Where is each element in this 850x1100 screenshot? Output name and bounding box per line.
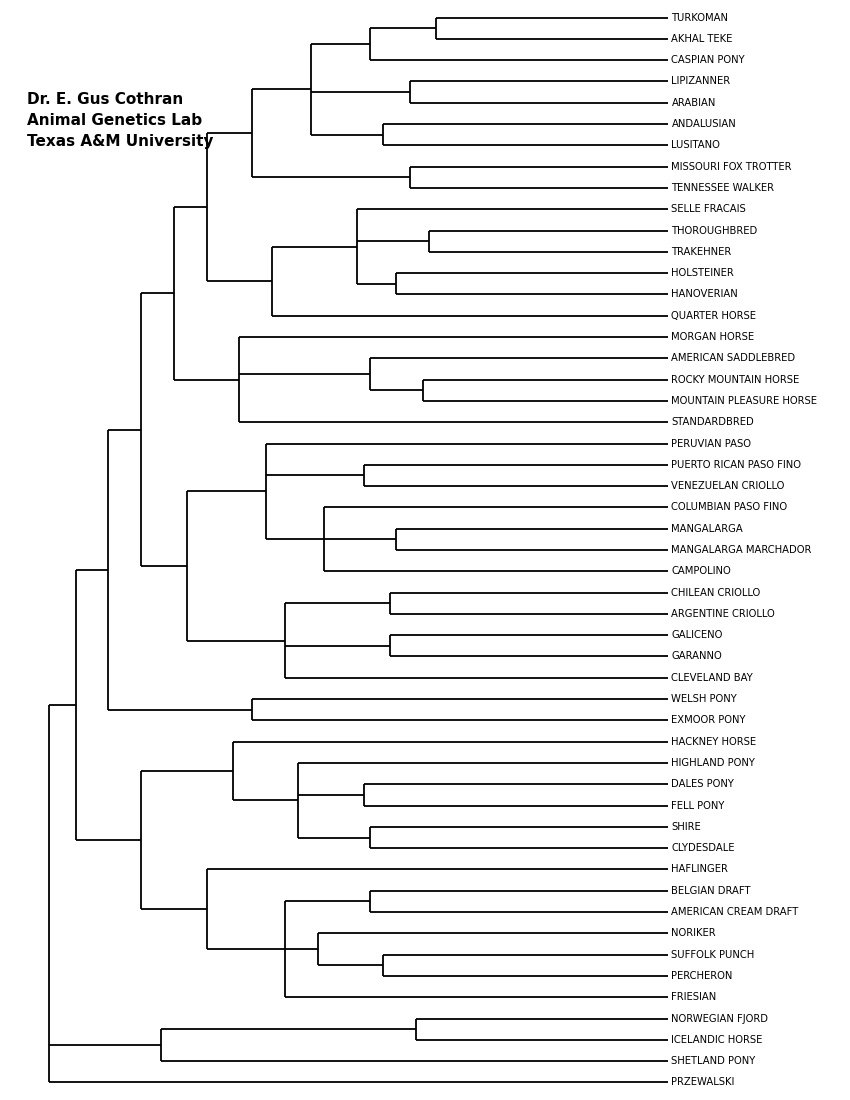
Text: GARANNO: GARANNO [672, 651, 722, 661]
Text: CLEVELAND BAY: CLEVELAND BAY [672, 673, 753, 683]
Text: MANGALARGA: MANGALARGA [672, 524, 743, 534]
Text: PERCHERON: PERCHERON [672, 971, 733, 981]
Text: EXMOOR PONY: EXMOOR PONY [672, 715, 746, 725]
Text: MOUNTAIN PLEASURE HORSE: MOUNTAIN PLEASURE HORSE [672, 396, 818, 406]
Text: HAFLINGER: HAFLINGER [672, 865, 728, 874]
Text: HOLSTEINER: HOLSTEINER [672, 268, 734, 278]
Text: WELSH PONY: WELSH PONY [672, 694, 737, 704]
Text: CLYDESDALE: CLYDESDALE [672, 843, 735, 854]
Text: AKHAL TEKE: AKHAL TEKE [672, 34, 733, 44]
Text: ICELANDIC HORSE: ICELANDIC HORSE [672, 1035, 762, 1045]
Text: AMERICAN SADDLEBRED: AMERICAN SADDLEBRED [672, 353, 796, 363]
Text: Dr. E. Gus Cothran
Animal Genetics Lab
Texas A&M University: Dr. E. Gus Cothran Animal Genetics Lab T… [26, 92, 213, 150]
Text: FRIESIAN: FRIESIAN [672, 992, 717, 1002]
Text: LIPIZANNER: LIPIZANNER [672, 77, 730, 87]
Text: VENEZUELAN CRIOLLO: VENEZUELAN CRIOLLO [672, 481, 785, 491]
Text: COLUMBIAN PASO FINO: COLUMBIAN PASO FINO [672, 503, 788, 513]
Text: CHILEAN CRIOLLO: CHILEAN CRIOLLO [672, 587, 761, 597]
Text: TURKOMAN: TURKOMAN [672, 12, 728, 23]
Text: ANDALUSIAN: ANDALUSIAN [672, 119, 736, 129]
Text: CASPIAN PONY: CASPIAN PONY [672, 55, 745, 65]
Text: CAMPOLINO: CAMPOLINO [672, 566, 731, 576]
Text: HANOVERIAN: HANOVERIAN [672, 289, 738, 299]
Text: NORIKER: NORIKER [672, 928, 716, 938]
Text: PRZEWALSKI: PRZEWALSKI [672, 1077, 734, 1088]
Text: SHETLAND PONY: SHETLAND PONY [672, 1056, 756, 1066]
Text: AMERICAN CREAM DRAFT: AMERICAN CREAM DRAFT [672, 908, 799, 917]
Text: SUFFOLK PUNCH: SUFFOLK PUNCH [672, 949, 755, 959]
Text: ARABIAN: ARABIAN [672, 98, 716, 108]
Text: ROCKY MOUNTAIN HORSE: ROCKY MOUNTAIN HORSE [672, 375, 800, 385]
Text: MANGALARGA MARCHADOR: MANGALARGA MARCHADOR [672, 544, 812, 556]
Text: HACKNEY HORSE: HACKNEY HORSE [672, 737, 756, 747]
Text: ARGENTINE CRIOLLO: ARGENTINE CRIOLLO [672, 609, 775, 619]
Text: FELL PONY: FELL PONY [672, 801, 725, 811]
Text: MISSOURI FOX TROTTER: MISSOURI FOX TROTTER [672, 162, 792, 172]
Text: PERUVIAN PASO: PERUVIAN PASO [672, 439, 751, 449]
Text: HIGHLAND PONY: HIGHLAND PONY [672, 758, 756, 768]
Text: DALES PONY: DALES PONY [672, 779, 734, 790]
Text: LUSITANO: LUSITANO [672, 141, 720, 151]
Text: SHIRE: SHIRE [672, 822, 701, 832]
Text: GALICENO: GALICENO [672, 630, 722, 640]
Text: THOROUGHBRED: THOROUGHBRED [672, 226, 757, 235]
Text: BELGIAN DRAFT: BELGIAN DRAFT [672, 886, 751, 895]
Text: QUARTER HORSE: QUARTER HORSE [672, 310, 756, 321]
Text: PUERTO RICAN PASO FINO: PUERTO RICAN PASO FINO [672, 460, 802, 470]
Text: TENNESSEE WALKER: TENNESSEE WALKER [672, 183, 774, 192]
Text: TRAKEHNER: TRAKEHNER [672, 246, 732, 257]
Text: STANDARDBRED: STANDARDBRED [672, 417, 754, 427]
Text: SELLE FRACAIS: SELLE FRACAIS [672, 205, 746, 214]
Text: NORWEGIAN FJORD: NORWEGIAN FJORD [672, 1013, 768, 1023]
Text: MORGAN HORSE: MORGAN HORSE [672, 332, 755, 342]
